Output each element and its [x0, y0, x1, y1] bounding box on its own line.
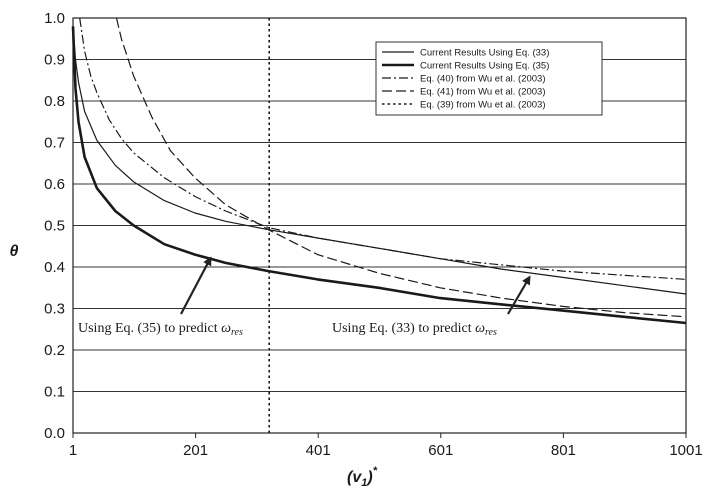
- y-tick-label: 0.9: [44, 52, 65, 69]
- x-tick-label: 1001: [669, 442, 702, 459]
- plot-area-frame: [72, 17, 687, 434]
- legend-label: Eq. (40) from Wu et al. (2003): [420, 74, 546, 85]
- legend-label: Current Results Using Eq. (35): [420, 61, 549, 72]
- annotation-eq35: Using Eq. (35) to predict ωres: [78, 321, 243, 338]
- x-axis-title-sup: *: [373, 465, 378, 477]
- annotations: Using Eq. (35) to predict ωres Using Eq.…: [78, 256, 531, 338]
- vertical-tick-marks: [72, 433, 687, 438]
- y-tick-label: 0.0: [44, 425, 65, 442]
- legend-label: Eq. (41) from Wu et al. (2003): [420, 87, 546, 98]
- y-tick-label: 0.5: [44, 218, 65, 235]
- series-line-3: [79, 17, 687, 280]
- x-axis-title-tail: ): [365, 469, 372, 486]
- x-tick-labels: 1 201 401 601 801 1001: [69, 442, 703, 459]
- y-tick-labels: 0.0 0.1 0.2 0.3 0.4 0.5 0.6 0.7 0.8 0.9 1.0: [44, 10, 65, 442]
- y-tick-label: 0.1: [44, 384, 65, 401]
- legend-label: Eq. (39) from Wu et al. (2003): [420, 100, 546, 111]
- series-line-4: [115, 17, 687, 318]
- x-tick-label: 601: [428, 442, 453, 459]
- y-tick-label: 0.7: [44, 135, 65, 152]
- x-tick-label: 201: [183, 442, 208, 459]
- annotation-eq33: Using Eq. (33) to predict ωres: [332, 321, 497, 338]
- series-line-1: [72, 26, 687, 295]
- y-tick-label: 0.4: [44, 259, 65, 276]
- legend-box: [375, 41, 603, 116]
- y-tick-label: 0.6: [44, 176, 65, 193]
- x-axis-title: (v1)*: [347, 465, 378, 489]
- y-axis-title: θ: [10, 243, 19, 260]
- x-tick-label: 1: [69, 442, 77, 459]
- y-tick-label: 0.3: [44, 301, 65, 318]
- legend: Current Results Using Eq. (33) Current Re…: [375, 41, 603, 116]
- y-tick-label: 0.2: [44, 342, 65, 359]
- legend-label: Current Results Using Eq. (33): [420, 48, 549, 59]
- x-axis-title-main: (v: [347, 469, 362, 486]
- annotation-arrow-eq33: [507, 275, 531, 315]
- y-tick-label: 1.0: [44, 10, 65, 27]
- x-tick-label: 801: [551, 442, 576, 459]
- y-tick-label: 0.8: [44, 93, 65, 110]
- x-axis-title-sub: 1: [361, 477, 367, 489]
- x-tick-label: 401: [306, 442, 331, 459]
- annotation-arrow-eq35: [180, 256, 212, 315]
